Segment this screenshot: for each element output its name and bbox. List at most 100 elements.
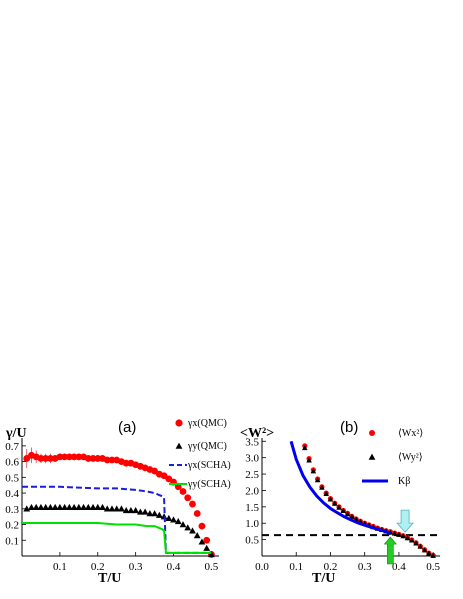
data-point bbox=[42, 455, 50, 462]
data-point bbox=[323, 490, 329, 496]
y-tick-label: 0.6 bbox=[5, 457, 19, 469]
y-tick-label: 0.7 bbox=[5, 441, 19, 453]
data-point bbox=[408, 537, 415, 543]
data-point bbox=[193, 532, 201, 539]
legend-label: ⟨Wy²⟩ bbox=[398, 452, 423, 463]
data-point bbox=[314, 477, 321, 483]
data-point bbox=[42, 503, 50, 510]
y-tick-label: 0.5 bbox=[5, 472, 19, 484]
data-point bbox=[103, 505, 111, 512]
y-tick-label: 3.5 bbox=[245, 436, 259, 448]
data-point bbox=[430, 552, 436, 558]
data-point bbox=[400, 533, 407, 539]
data-point bbox=[391, 530, 398, 536]
data-point bbox=[421, 547, 428, 553]
data-point bbox=[327, 496, 334, 502]
data-point bbox=[198, 538, 206, 545]
data-point bbox=[84, 503, 92, 510]
y-tick-label: 0.3 bbox=[5, 504, 19, 516]
panel-a-plot-area bbox=[22, 447, 215, 558]
data-point bbox=[319, 484, 325, 490]
data-point bbox=[203, 544, 211, 551]
data-point bbox=[170, 516, 177, 523]
data-point bbox=[184, 494, 192, 502]
x-tick-label: 0.3 bbox=[358, 561, 372, 573]
legend-label: γy(QMC) bbox=[187, 441, 227, 452]
y-tick-label: 0.1 bbox=[5, 535, 19, 547]
panel-a-legend: γx(QMC) γy(QMC) γx(SCHA) γy(SCHA) bbox=[169, 418, 231, 490]
data-point bbox=[103, 456, 111, 464]
y-tick-label: 2.5 bbox=[245, 469, 259, 481]
data-point bbox=[37, 503, 45, 510]
data-point bbox=[165, 514, 173, 521]
data-point bbox=[65, 453, 73, 461]
data-point bbox=[122, 506, 130, 514]
x-tick-label: 0.0 bbox=[255, 561, 269, 573]
data-point bbox=[127, 506, 135, 514]
series-line bbox=[22, 485, 212, 554]
data-point bbox=[84, 455, 92, 462]
data-point bbox=[56, 503, 64, 510]
legend-label: ⟨Wx²⟩ bbox=[398, 428, 423, 439]
data-point bbox=[56, 453, 64, 461]
data-point bbox=[80, 503, 87, 510]
legend-label: γx(QMC) bbox=[187, 418, 227, 429]
data-point bbox=[349, 513, 355, 519]
legend-label: γy(SCHA) bbox=[187, 479, 231, 490]
panel-a-label: (a) bbox=[118, 419, 136, 436]
data-point bbox=[203, 536, 211, 544]
panel-a-axes: 0.1 0.2 0.3 0.4 0.5 0.1 0.2 0.3 0.4 0.5 0.6 0.7 bbox=[5, 438, 219, 573]
data-point bbox=[404, 535, 411, 541]
legend-marker bbox=[175, 419, 183, 427]
x-tick-label: 0.4 bbox=[167, 561, 181, 573]
y-tick-label: 0.5 bbox=[245, 535, 259, 547]
y-tick-label: 0.4 bbox=[5, 488, 19, 500]
panel-b-x-axis-title: T/U bbox=[312, 571, 335, 586]
panel-b: 0.0 0.1 0.2 0.3 0.4 0.50.51.01.52.02.53.03.5 … bbox=[240, 419, 441, 586]
y-tick-label: 0.2 bbox=[5, 520, 19, 532]
x-tick-label: 0.5 bbox=[426, 561, 440, 573]
data-point bbox=[306, 457, 312, 463]
legend-marker bbox=[369, 430, 375, 436]
tc-arrow-up bbox=[383, 536, 398, 565]
panel-b-y-axis-title: <W²> bbox=[240, 426, 274, 441]
data-point bbox=[70, 503, 78, 510]
data-point bbox=[396, 531, 402, 537]
data-point bbox=[70, 453, 78, 461]
legend-marker bbox=[175, 442, 183, 449]
data-point bbox=[310, 468, 317, 474]
data-point bbox=[179, 521, 187, 528]
data-point bbox=[132, 506, 140, 514]
data-point bbox=[118, 505, 125, 512]
data-point bbox=[189, 500, 196, 508]
data-point bbox=[37, 455, 45, 462]
data-point bbox=[51, 503, 59, 510]
x-tick-label: 0.2 bbox=[91, 561, 105, 573]
data-point bbox=[174, 483, 182, 491]
data-point bbox=[189, 527, 196, 534]
y-tick-label: 1.0 bbox=[245, 518, 259, 530]
data-point bbox=[136, 508, 144, 515]
data-point bbox=[141, 508, 149, 515]
data-point bbox=[417, 543, 424, 549]
x-tick-label: 0.2 bbox=[324, 561, 338, 573]
data-point bbox=[75, 453, 83, 461]
tc-arrow-down bbox=[396, 509, 414, 533]
data-point bbox=[94, 455, 102, 462]
data-point bbox=[94, 503, 102, 510]
panel-b-plot-area bbox=[262, 440, 440, 565]
data-point bbox=[47, 455, 54, 462]
data-point bbox=[28, 503, 35, 510]
data-point bbox=[99, 503, 106, 510]
x-tick-label: 0.5 bbox=[205, 561, 219, 573]
data-point bbox=[426, 550, 432, 556]
panel-b-label: (b) bbox=[340, 419, 358, 436]
y-tick-label: 1.5 bbox=[245, 502, 259, 514]
legend-label: γx(SCHA) bbox=[187, 460, 231, 471]
data-point bbox=[340, 507, 347, 514]
series-line bbox=[289, 440, 391, 536]
data-point bbox=[61, 453, 69, 461]
data-point bbox=[184, 524, 192, 531]
data-point bbox=[23, 505, 31, 512]
x-tick-label: 0.1 bbox=[53, 561, 67, 573]
